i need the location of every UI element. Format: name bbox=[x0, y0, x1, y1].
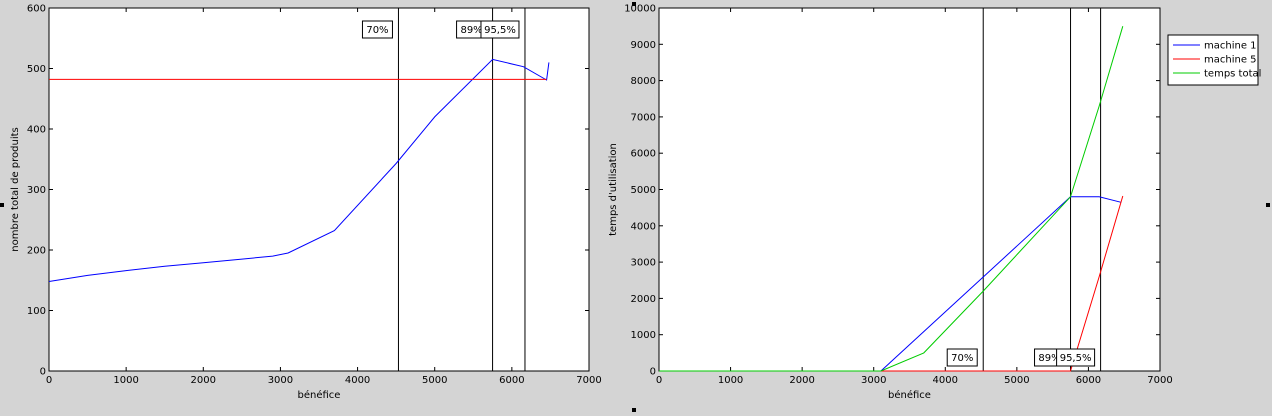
x-tick-label: 1000 bbox=[718, 375, 743, 386]
legend-entry: machine 5 bbox=[1204, 55, 1257, 66]
x-axis-label: bénéfice bbox=[888, 389, 931, 401]
resize-handle-right[interactable] bbox=[1266, 203, 1270, 207]
y-tick-label: 10000 bbox=[624, 4, 656, 15]
threshold-label-box bbox=[946, 348, 978, 367]
x-tick-label: 7000 bbox=[576, 375, 601, 386]
resize-handle-left[interactable] bbox=[0, 203, 4, 207]
plot-area bbox=[48, 7, 590, 372]
y-axis-label: nombre total de produits bbox=[10, 127, 21, 251]
y-tick-label: 8000 bbox=[631, 76, 656, 87]
y-tick-label: 0 bbox=[40, 367, 46, 378]
x-tick-label: 3000 bbox=[268, 375, 293, 386]
y-tick-label: 3000 bbox=[631, 258, 656, 269]
x-tick-label: 2000 bbox=[191, 375, 216, 386]
y-tick-label: 5000 bbox=[631, 185, 656, 196]
x-axis-label: bénéfice bbox=[298, 389, 341, 401]
x-tick-label: 7000 bbox=[1147, 375, 1172, 386]
x-tick-label: 6000 bbox=[1076, 375, 1101, 386]
chart-right: 0 1000 2000 3000 4000 5000 6000 7000 0 1000 2000 30… bbox=[608, 4, 1261, 402]
y-tick-label: 2000 bbox=[631, 294, 656, 305]
threshold-label: 95,5% bbox=[484, 25, 516, 36]
y-tick-label: 200 bbox=[27, 246, 46, 257]
x-tick-label: 1000 bbox=[113, 375, 138, 386]
x-tick-label: 4000 bbox=[345, 375, 370, 386]
y-tick-label: 500 bbox=[27, 64, 46, 75]
threshold-label-box bbox=[1056, 348, 1096, 367]
threshold-label-box bbox=[361, 20, 393, 39]
x-tick-label: 6000 bbox=[499, 375, 524, 386]
y-tick-label: 7000 bbox=[631, 112, 656, 123]
x-tick-label: 2000 bbox=[789, 375, 814, 386]
threshold-label: 89% bbox=[1038, 353, 1060, 364]
x-tick-label: 3000 bbox=[861, 375, 886, 386]
series-line-0 bbox=[48, 58, 550, 282]
y-tick-label: 1000 bbox=[631, 330, 656, 341]
x-tick-label: 5000 bbox=[1004, 375, 1029, 386]
y-tick-label: 600 bbox=[27, 4, 46, 15]
resize-handle-bottom[interactable] bbox=[632, 408, 636, 412]
threshold-label-box bbox=[480, 20, 520, 39]
chart-left: 0 1000 2000 3000 4000 5000 6000 7000 0 100 200 300 4… bbox=[10, 4, 602, 402]
y-tick-label: 300 bbox=[27, 185, 46, 196]
series-line-temps-total bbox=[659, 26, 1124, 372]
x-tick-label: 0 bbox=[46, 375, 52, 386]
y-tick-label: 100 bbox=[27, 306, 46, 317]
threshold-label: 70% bbox=[951, 353, 973, 364]
threshold-label: 70% bbox=[366, 25, 388, 36]
x-tick-label: 5000 bbox=[422, 375, 447, 386]
plot-area bbox=[658, 7, 1161, 372]
x-tick-label: 0 bbox=[656, 375, 662, 386]
resize-handle-top[interactable] bbox=[632, 2, 636, 6]
legend-entry: machine 1 bbox=[1204, 41, 1257, 52]
threshold-label: 95,5% bbox=[1060, 353, 1092, 364]
threshold-label: 89% bbox=[460, 25, 482, 36]
legend-box bbox=[1167, 34, 1259, 86]
y-tick-label: 6000 bbox=[631, 149, 656, 160]
y-tick-label: 4000 bbox=[631, 221, 656, 232]
y-tick-label: 9000 bbox=[631, 40, 656, 51]
legend-entry: temps total bbox=[1204, 69, 1261, 80]
y-tick-label: 0 bbox=[650, 367, 656, 378]
y-tick-label: 400 bbox=[27, 125, 46, 136]
x-tick-label: 4000 bbox=[933, 375, 958, 386]
y-axis-label: temps d'utilisation bbox=[608, 143, 619, 236]
